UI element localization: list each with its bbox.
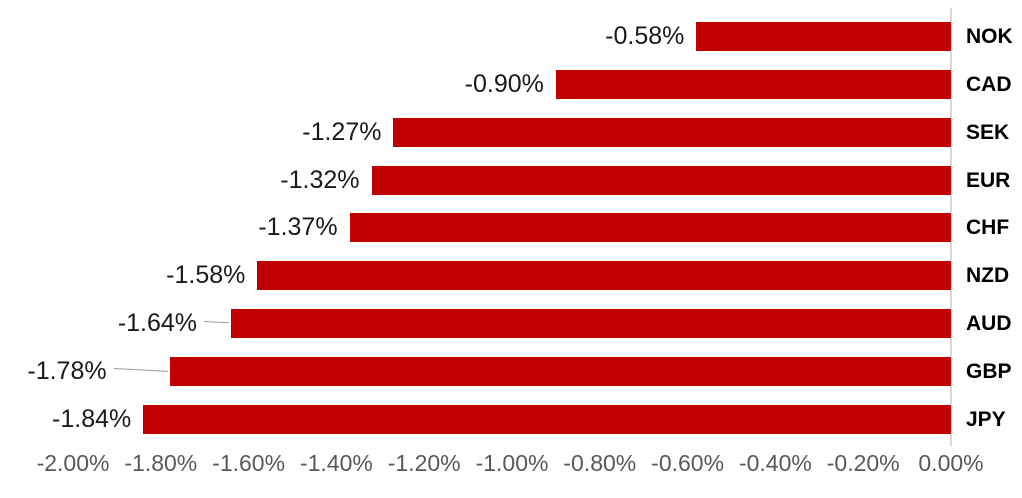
category-label-nzd: NZD: [966, 264, 1010, 288]
bar-jpy: [143, 404, 951, 434]
leader-line: [113, 368, 168, 373]
bar-nok: [696, 22, 951, 52]
x-axis-tick-label: -0.40%: [738, 450, 812, 476]
bar-data-label: -1.84%: [52, 404, 132, 433]
x-axis-tick-label: -1.60%: [212, 450, 286, 476]
category-label-chf: CHF: [966, 216, 1010, 240]
bar-data-label: -0.90%: [464, 70, 544, 99]
x-axis-zero-line: [950, 8, 952, 446]
category-label-eur: EUR: [966, 168, 1011, 192]
bar-nzd: [257, 261, 951, 291]
x-axis-tick-label: -0.60%: [651, 450, 725, 476]
leader-line: [204, 320, 230, 323]
x-axis-tick-label: -1.40%: [299, 450, 373, 476]
x-axis-tick-label: -2.00%: [36, 450, 110, 476]
x-axis-tick-label: -1.20%: [387, 450, 461, 476]
bar-aud: [231, 309, 951, 338]
bar-data-label: -0.58%: [605, 22, 685, 51]
bar-data-label: -1.58%: [166, 261, 246, 290]
bar-eur: [371, 165, 951, 195]
bar-data-label: -1.37%: [258, 213, 338, 242]
bar-data-label: -1.27%: [302, 117, 382, 146]
x-axis-tick-label: -1.80%: [124, 450, 198, 476]
bar-chf: [349, 213, 951, 243]
bar-cad: [555, 70, 951, 100]
x-axis-tick-label: -0.80%: [563, 450, 637, 476]
category-label-cad: CAD: [966, 73, 1012, 97]
bar-data-label: -1.32%: [280, 165, 360, 194]
x-axis-tick-label: 0.00%: [918, 450, 984, 476]
category-label-aud: AUD: [966, 312, 1012, 335]
x-axis-tick-label: -0.20%: [826, 450, 900, 476]
category-label-gbp: GBP: [966, 359, 1012, 383]
category-label-sek: SEK: [966, 120, 1010, 144]
category-label-nok: NOK: [966, 25, 1013, 49]
bar-data-label: -1.78%: [27, 356, 107, 385]
bar-data-label: -1.64%: [117, 309, 198, 337]
bar-gbp: [169, 356, 951, 386]
category-label-jpy: JPY: [966, 407, 1006, 431]
x-axis-tick-label: -1.00%: [475, 450, 549, 476]
bar-sek: [393, 117, 951, 147]
